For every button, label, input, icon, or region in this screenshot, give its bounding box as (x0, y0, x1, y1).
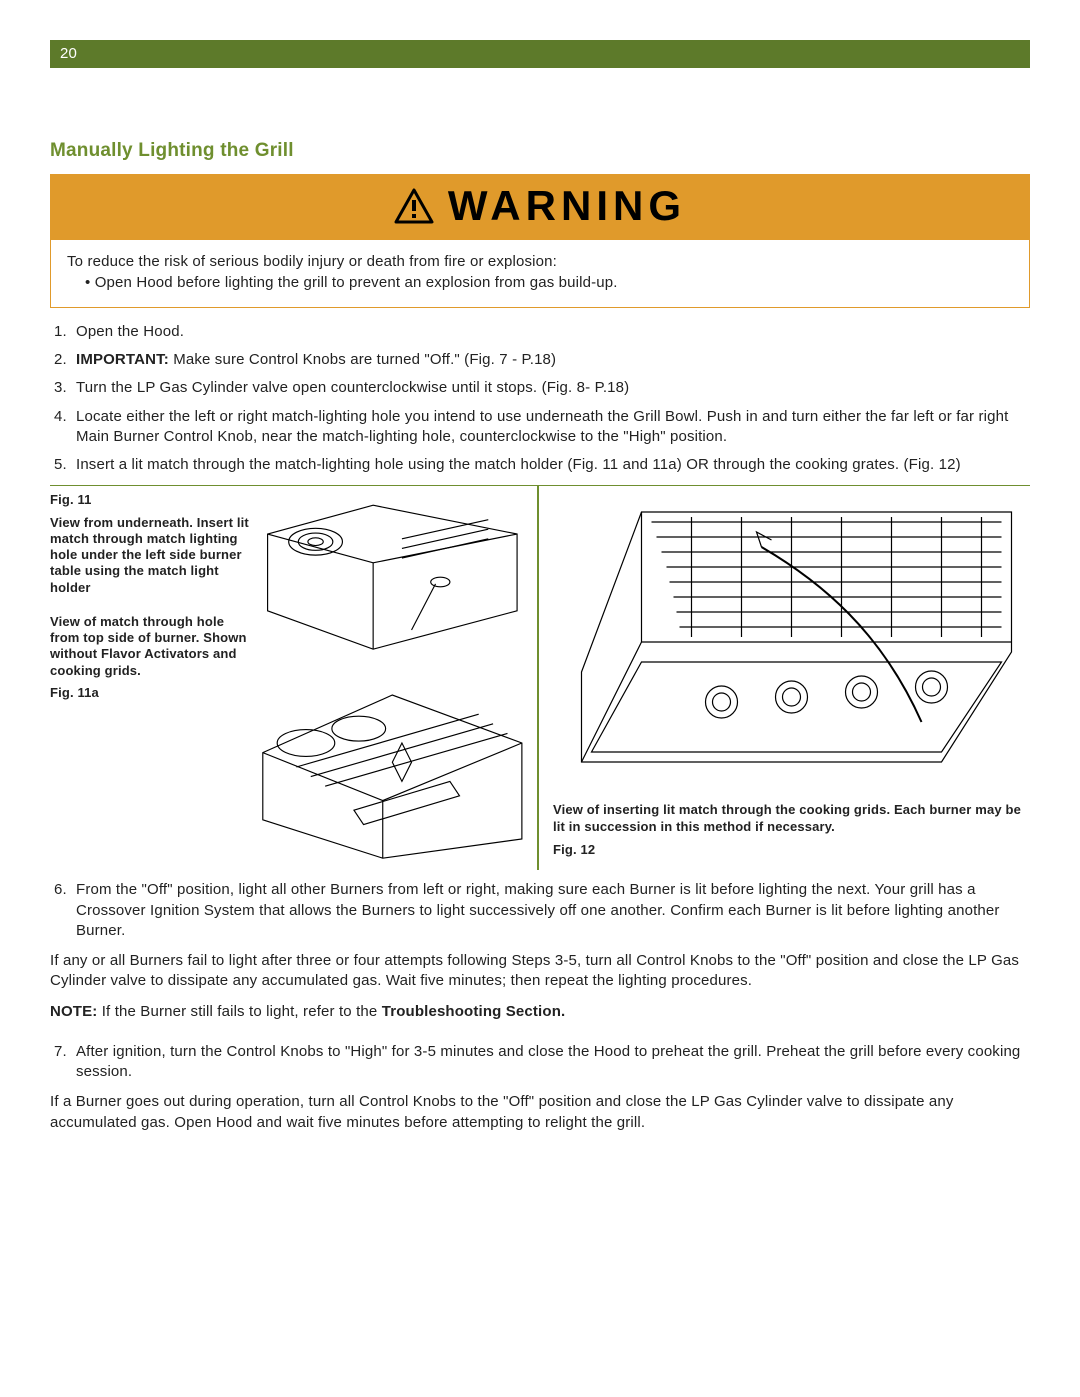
figure-12-illustration (553, 492, 1030, 792)
page-number: 20 (50, 44, 87, 64)
warning-banner: WARNING (50, 174, 1030, 241)
fig-12-caption: View of inserting lit match through the … (553, 802, 1030, 835)
fig-11-caption: View from underneath. Insert lit match t… (50, 515, 250, 596)
figure-left-panel: Fig. 11 View from underneath. Insert lit… (50, 486, 539, 870)
steps-list-3: After ignition, turn the Control Knobs t… (50, 1042, 1030, 1083)
fig-11-number: Fig. 11 (50, 492, 250, 508)
burner-out-paragraph: If a Burner goes out during operation, t… (50, 1092, 1030, 1133)
step-item: After ignition, turn the Control Knobs t… (50, 1042, 1030, 1083)
step-item: Locate either the left or right match-li… (50, 407, 1030, 448)
step-item: Turn the LP Gas Cylinder valve open coun… (50, 378, 1030, 398)
figures-row: Fig. 11 View from underneath. Insert lit… (50, 485, 1030, 870)
warning-label: WARNING (448, 178, 686, 235)
steps-list-2: From the "Off" position, light all other… (50, 880, 1030, 941)
warning-box: To reduce the risk of serious bodily inj… (50, 240, 1030, 308)
figure-11a-illustration (258, 672, 527, 862)
step-item: Insert a lit match through the match-lig… (50, 455, 1030, 475)
section-title: Manually Lighting the Grill (50, 138, 1030, 164)
fig-12-number: Fig. 12 (553, 841, 1030, 859)
step-item: Open the Hood. (50, 322, 1030, 342)
figure-right-panel: View of inserting lit match through the … (539, 486, 1030, 870)
steps-list-1: Open the Hood. IMPORTANT: Make sure Cont… (50, 322, 1030, 476)
warning-line-1: To reduce the risk of serious bodily inj… (67, 252, 1013, 272)
warning-triangle-icon (394, 188, 434, 224)
step-item: IMPORTANT: Make sure Control Knobs are t… (50, 350, 1030, 370)
step-item: From the "Off" position, light all other… (50, 880, 1030, 941)
fail-paragraph: If any or all Burners fail to light afte… (50, 951, 1030, 992)
fig-11a-number: Fig. 11a (50, 685, 250, 701)
page-number-bar: 20 (50, 40, 1030, 68)
note-paragraph: NOTE: If the Burner still fails to light… (50, 1002, 1030, 1022)
fig-11a-caption: View of match through hole from top side… (50, 614, 250, 679)
warning-bullet-1: • Open Hood before lighting the grill to… (67, 273, 1013, 293)
figure-11-illustration (258, 492, 527, 672)
